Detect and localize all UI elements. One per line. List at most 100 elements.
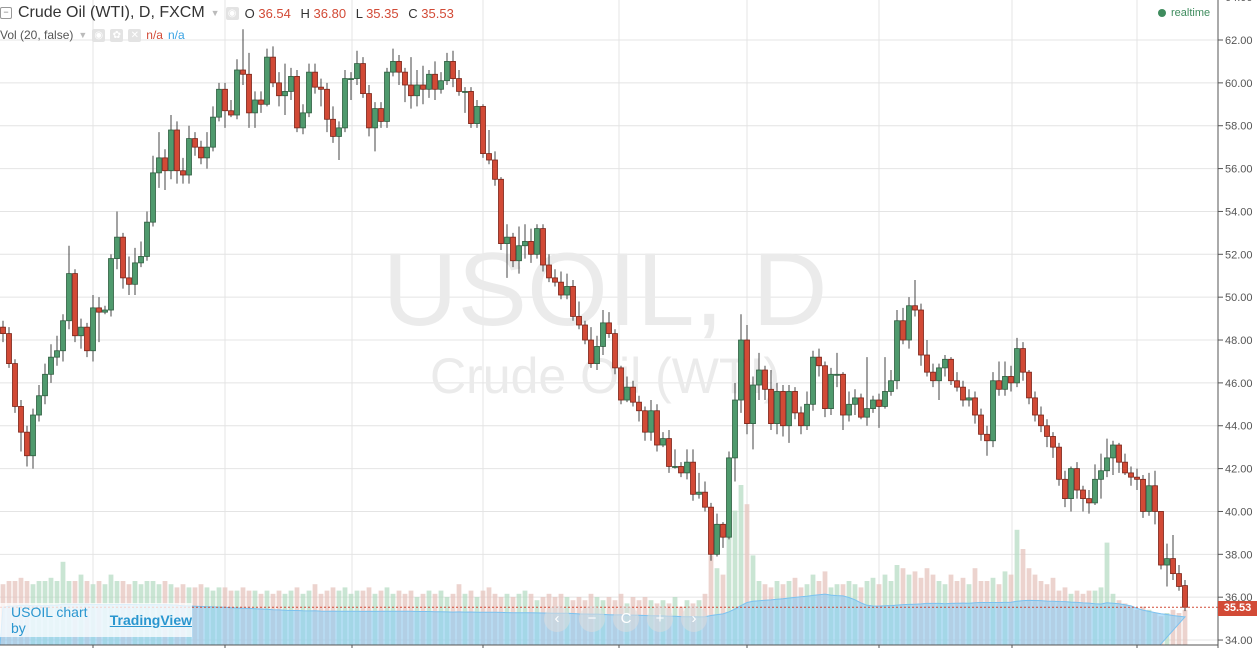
candle (222, 82, 228, 128)
reset-button[interactable]: C (613, 606, 639, 632)
eye-icon[interactable]: ◉ (92, 28, 106, 42)
candle-body-down (984, 433, 990, 442)
candle (336, 121, 342, 161)
candle (162, 149, 168, 191)
candle (888, 370, 894, 396)
candle-body-up (504, 236, 510, 244)
candle (870, 395, 876, 413)
candle (1122, 453, 1128, 476)
candle-body-down (6, 333, 12, 364)
collapse-icon[interactable]: − (0, 7, 12, 19)
zoom-out-button[interactable]: − (579, 606, 605, 632)
candle-body-up (756, 369, 762, 386)
candle (1044, 419, 1050, 448)
chevron-down-icon[interactable]: ▼ (78, 30, 88, 40)
price-axis[interactable]: 34.0036.0038.0040.0042.0044.0046.0048.00… (1218, 0, 1253, 647)
candle-body-up (216, 88, 222, 118)
scroll-left-button[interactable]: ‹ (544, 606, 570, 632)
candle (684, 449, 690, 480)
candle (852, 389, 858, 416)
candle-body-up (204, 146, 210, 159)
candle (738, 314, 744, 413)
candle-body-down (822, 365, 828, 409)
candle (834, 352, 840, 388)
candle (276, 72, 282, 107)
candle (306, 63, 312, 118)
candle (1068, 466, 1074, 512)
chart-credit[interactable]: USOIL chart by TradingView (0, 603, 192, 637)
candle-body-up (828, 373, 834, 409)
candle (1116, 442, 1122, 473)
candle-body-down (1176, 573, 1182, 587)
candle (984, 425, 990, 456)
tradingview-link[interactable]: TradingView (109, 612, 192, 628)
candle-body-down (876, 399, 882, 407)
candle (36, 385, 42, 422)
zoom-in-button[interactable]: + (647, 606, 673, 632)
close-icon[interactable]: ✕ (128, 28, 142, 42)
candle (270, 46, 276, 88)
candle (630, 380, 636, 407)
candle-body-up (42, 373, 48, 397)
candle-body-up (336, 127, 342, 137)
candle-body-up (438, 80, 444, 90)
candle-body-down (318, 86, 324, 90)
candle-body-up (150, 172, 156, 223)
candle-body-up (186, 138, 192, 176)
candle-body-down (912, 305, 918, 311)
candle-body-down (1032, 397, 1038, 416)
candle (108, 254, 114, 317)
candle (774, 382, 780, 435)
candle (816, 348, 822, 377)
candle (540, 224, 546, 272)
volume-bar (1014, 529, 1020, 645)
candle (198, 140, 204, 165)
volume-label[interactable]: Vol (20, false) (0, 28, 74, 42)
candle (1086, 490, 1092, 514)
scroll-right-button[interactable]: › (681, 606, 707, 632)
candle-body-down (510, 236, 516, 262)
candle-body-up (1002, 376, 1008, 390)
y-tick-label: 46.00 (1225, 378, 1253, 390)
candle-body-down (1122, 461, 1128, 474)
candle-body-up (534, 228, 540, 255)
candle-body-up (66, 273, 72, 322)
candle-body-up (444, 61, 450, 82)
candle-body-down (468, 91, 474, 124)
candle-body-up (132, 262, 138, 285)
candle (216, 82, 222, 122)
candle-body-down (228, 110, 234, 116)
candle (348, 72, 354, 101)
candle (720, 522, 726, 548)
candle (588, 327, 594, 368)
candle-body-down (816, 356, 822, 367)
candle-body-down (174, 129, 180, 172)
candle-body-down (222, 88, 228, 112)
candle-body-up (834, 373, 840, 376)
candle (498, 177, 504, 251)
candle (882, 357, 888, 409)
y-tick-label: 58.00 (1225, 121, 1253, 133)
chevron-down-icon[interactable]: ▼ (210, 8, 220, 18)
candle-body-down (690, 461, 696, 495)
candle (702, 481, 708, 512)
candle-body-down (480, 106, 486, 154)
candle-body-up (696, 491, 702, 495)
candle-body-up (462, 91, 468, 93)
candle-body-up (168, 129, 174, 172)
candle-body-down (162, 157, 168, 172)
candle (18, 400, 24, 452)
candle-body-up (36, 395, 42, 416)
candle-body-up (108, 258, 114, 311)
eye-icon[interactable]: ◉ (225, 6, 239, 20)
candle-body-up (516, 245, 522, 262)
candle-body-down (1140, 478, 1146, 512)
candle (342, 70, 348, 133)
candle (444, 52, 450, 86)
candle (414, 70, 420, 107)
symbol-title[interactable]: Crude Oil (WTI), D, FXCM (18, 4, 205, 21)
candle (582, 320, 588, 345)
candle-body-up (354, 63, 360, 79)
gear-icon[interactable]: ✿ (110, 28, 124, 42)
